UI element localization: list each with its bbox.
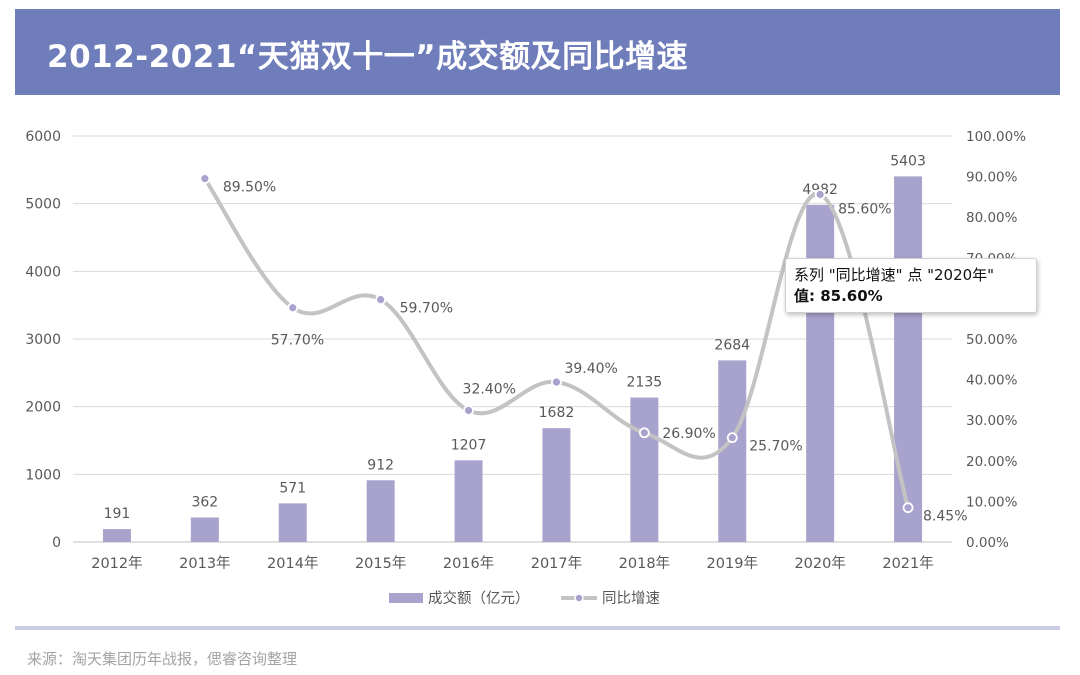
bar-value-label: 362 — [191, 495, 218, 511]
y-left-tick-label: 1000 — [25, 467, 61, 483]
y-left-tick-label: 0 — [52, 535, 61, 551]
y-right-tick-label: 0.00% — [966, 535, 1009, 551]
legend-line-marker — [574, 593, 584, 603]
bar-value-label: 1207 — [451, 437, 487, 453]
bar[interactable] — [102, 529, 131, 542]
growth-marker[interactable] — [814, 189, 826, 200]
bar-value-label: 5403 — [890, 153, 926, 169]
growth-value-label: 85.60% — [838, 201, 891, 217]
bar-value-label: 912 — [367, 457, 394, 473]
legend-line-label: 同比增速 — [602, 590, 660, 607]
bar-value-label: 191 — [104, 506, 131, 522]
y-right-tick-label: 40.00% — [966, 373, 1018, 389]
y-left-tick-label: 2000 — [25, 400, 61, 416]
y-left-tick-label: 3000 — [25, 332, 61, 348]
growth-marker[interactable] — [199, 173, 211, 185]
y-right-tick-label: 90.00% — [966, 170, 1018, 186]
growth-value-label: 57.70% — [271, 333, 324, 349]
growth-value-label: 32.40% — [463, 381, 516, 397]
growth-marker[interactable] — [463, 405, 474, 416]
bar[interactable] — [894, 176, 923, 542]
source-note: 来源：淘天集团历年战报，偲睿咨询整理 — [27, 650, 298, 668]
growth-value-label: 59.70% — [400, 301, 453, 317]
x-tick-label: 2012年 — [91, 555, 142, 572]
bar[interactable] — [190, 517, 219, 542]
x-tick-label: 2016年 — [443, 555, 494, 572]
tooltip-series-point: 系列 "同比增速" 点 "2020年" — [794, 266, 995, 284]
bar[interactable] — [630, 397, 659, 542]
bar-value-label: 1682 — [539, 405, 575, 421]
growth-marker[interactable] — [375, 294, 387, 306]
y-left-tick-label: 6000 — [25, 129, 61, 145]
growth-value-label: 26.90% — [662, 426, 715, 442]
growth-marker[interactable] — [638, 427, 650, 439]
bar[interactable] — [718, 360, 747, 542]
growth-marker[interactable] — [902, 502, 914, 514]
x-tick-label: 2013年 — [179, 555, 230, 572]
bar-value-label: 2684 — [714, 337, 750, 353]
x-tick-label: 2015年 — [355, 555, 406, 572]
y-left-tick-label: 4000 — [25, 264, 61, 280]
data-tooltip: 系列 "同比增速" 点 "2020年" 值: 85.60% — [785, 258, 1037, 313]
chart-title: 2012-2021“天猫双十一”成交额及同比增速 — [47, 39, 689, 75]
y-right-tick-label: 30.00% — [966, 413, 1018, 429]
growth-value-label: 8.45% — [923, 509, 967, 525]
tooltip-value: 值: 85.60% — [794, 287, 883, 305]
bar-value-label: 571 — [279, 480, 306, 496]
bar[interactable] — [806, 204, 835, 542]
x-tick-label: 2014年 — [267, 555, 318, 572]
y-right-tick-label: 20.00% — [966, 454, 1018, 470]
x-tick-label: 2019年 — [707, 555, 758, 572]
footer-divider — [15, 626, 1060, 630]
y-left-tick-label: 5000 — [25, 197, 61, 213]
bar[interactable] — [366, 480, 395, 542]
bar[interactable] — [542, 428, 571, 542]
x-tick-label: 2020年 — [794, 555, 845, 572]
growth-value-label: 89.50% — [223, 180, 276, 196]
legend-bar-label: 成交额（亿元） — [428, 589, 530, 607]
y-right-tick-label: 50.00% — [966, 332, 1018, 348]
legend-bar-swatch — [389, 593, 423, 603]
y-right-tick-label: 100.00% — [966, 129, 1026, 145]
y-right-tick-label: 10.00% — [966, 494, 1018, 510]
bar[interactable] — [278, 503, 307, 542]
y-right-tick-label: 80.00% — [966, 210, 1018, 226]
growth-marker[interactable] — [726, 432, 738, 444]
growth-value-label: 39.40% — [564, 361, 617, 377]
x-tick-label: 2017年 — [531, 555, 582, 572]
chart-header: 2012-2021“天猫双十一”成交额及同比增速 — [15, 9, 1060, 95]
x-tick-label: 2021年 — [882, 555, 933, 572]
growth-marker[interactable] — [551, 376, 562, 388]
growth-marker[interactable] — [287, 302, 299, 314]
growth-value-label: 25.70% — [749, 439, 802, 455]
x-tick-label: 2018年 — [619, 555, 670, 572]
bar[interactable] — [454, 460, 483, 542]
bar-value-label: 2135 — [627, 375, 663, 391]
